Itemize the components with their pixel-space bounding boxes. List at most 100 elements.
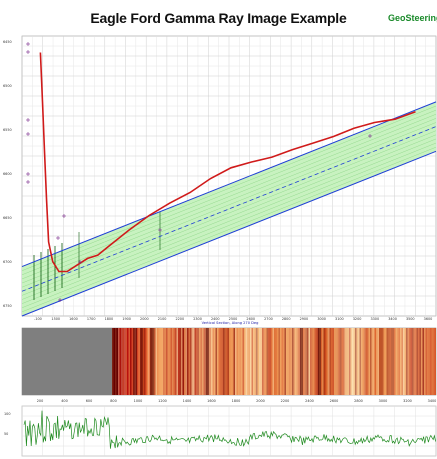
image-stripe <box>232 328 234 395</box>
image-stripe <box>406 328 408 395</box>
image-stripe <box>127 328 129 395</box>
image-stripe <box>305 328 307 395</box>
image-stripe <box>326 328 328 395</box>
x-tick-label: 2800 <box>354 399 363 403</box>
y-tick-label: 50 <box>4 432 8 436</box>
image-stripe <box>269 328 271 395</box>
x-tick-label: 2000 <box>140 317 149 321</box>
image-stripe <box>218 328 220 395</box>
x-tick-label: 3500 <box>406 317 415 321</box>
image-stripe <box>121 328 123 395</box>
image-stripe <box>238 328 240 395</box>
chart-title: Eagle Ford Gamma Ray Image Example <box>90 10 347 26</box>
image-stripe <box>289 328 291 395</box>
image-stripe <box>227 328 229 395</box>
image-stripe <box>277 328 279 395</box>
image-stripe <box>184 328 186 395</box>
image-stripe <box>343 328 345 395</box>
x-tick-label: 2300 <box>193 317 202 321</box>
image-stripe <box>286 328 288 395</box>
band-striation <box>21 109 437 275</box>
image-stripe <box>310 328 312 395</box>
image-stripe <box>413 328 415 395</box>
dark-band <box>150 328 154 395</box>
y-tick-label: 6550 <box>3 128 12 132</box>
image-stripe <box>409 328 411 395</box>
image-stripe <box>146 328 148 395</box>
x-tick-label: 400 <box>61 399 67 403</box>
image-stripe <box>155 328 157 395</box>
image-stripe <box>173 328 175 395</box>
image-stripe <box>266 328 268 395</box>
x-tick-label: 2400 <box>305 399 314 403</box>
image-stripe <box>328 328 330 395</box>
gamma-log-grid <box>21 405 437 457</box>
image-stripe <box>226 328 228 395</box>
x-tick-label: 3200 <box>353 317 362 321</box>
image-stripe <box>395 328 397 395</box>
image-stripe <box>239 328 241 395</box>
image-stripe <box>394 328 396 395</box>
image-stripe <box>247 328 249 395</box>
image-stripe <box>202 328 204 395</box>
dark-band <box>318 328 321 395</box>
image-stripe <box>356 328 358 395</box>
gamma-image-panel: 200 400 600 800 1000 1200 1400 1600 1800 2000 2200… <box>21 327 436 403</box>
image-stripe <box>410 328 412 395</box>
y-tick-label: 6750 <box>3 304 12 308</box>
x-tick-label: 800 <box>110 399 116 403</box>
image-stripe <box>268 328 270 395</box>
image-stripe <box>362 328 364 395</box>
image-stripe <box>170 328 172 395</box>
image-stripe <box>253 328 255 395</box>
image-stripe <box>293 328 295 395</box>
x-tick-label: 1600 <box>69 317 78 321</box>
image-stripe <box>404 328 406 395</box>
image-stripe <box>221 328 223 395</box>
image-stripe <box>425 328 427 395</box>
image-stripe <box>197 328 199 395</box>
band-striation <box>21 118 437 284</box>
image-stripe <box>254 328 256 395</box>
image-stripe <box>124 328 126 395</box>
image-stripe <box>338 328 340 395</box>
image-stripe <box>424 328 426 395</box>
image-stripe <box>340 328 342 395</box>
image-stripe <box>370 328 372 395</box>
image-stripe <box>211 328 213 395</box>
image-stripe <box>209 328 211 395</box>
x-tick-label: 3000 <box>317 317 326 321</box>
image-stripe <box>256 328 258 395</box>
image-stripe <box>353 328 355 395</box>
x-tick-label: 1000 <box>134 399 143 403</box>
x-tick-label: 2900 <box>300 317 309 321</box>
image-stripe <box>284 328 286 395</box>
image-stripe <box>298 328 300 395</box>
x-tick-label: -100 <box>34 317 42 321</box>
image-stripe <box>229 328 231 395</box>
x-tick-label: 1700 <box>87 317 96 321</box>
image-stripe <box>214 328 216 395</box>
x-tick-label: 1900 <box>122 317 131 321</box>
image-stripe <box>271 328 273 395</box>
x-tick-label: 2200 <box>175 317 184 321</box>
x-tick-label: 2400 <box>211 317 220 321</box>
image-stripe <box>220 328 222 395</box>
image-stripe <box>275 328 277 395</box>
image-stripe <box>407 328 409 395</box>
image-stripe <box>259 328 261 395</box>
x-tick-label: 3200 <box>403 399 412 403</box>
image-stripe <box>431 328 433 395</box>
image-stripe <box>379 328 381 395</box>
x-tick-label: 2100 <box>158 317 167 321</box>
image-stripe <box>287 328 289 395</box>
image-stripe <box>143 328 145 395</box>
image-stripe <box>241 328 243 395</box>
well-path-line <box>39 52 416 273</box>
band-striation <box>21 105 437 271</box>
image-stripe <box>332 328 334 395</box>
image-stripe <box>262 328 264 395</box>
image-stripe <box>215 328 217 395</box>
image-stripe <box>257 328 259 395</box>
